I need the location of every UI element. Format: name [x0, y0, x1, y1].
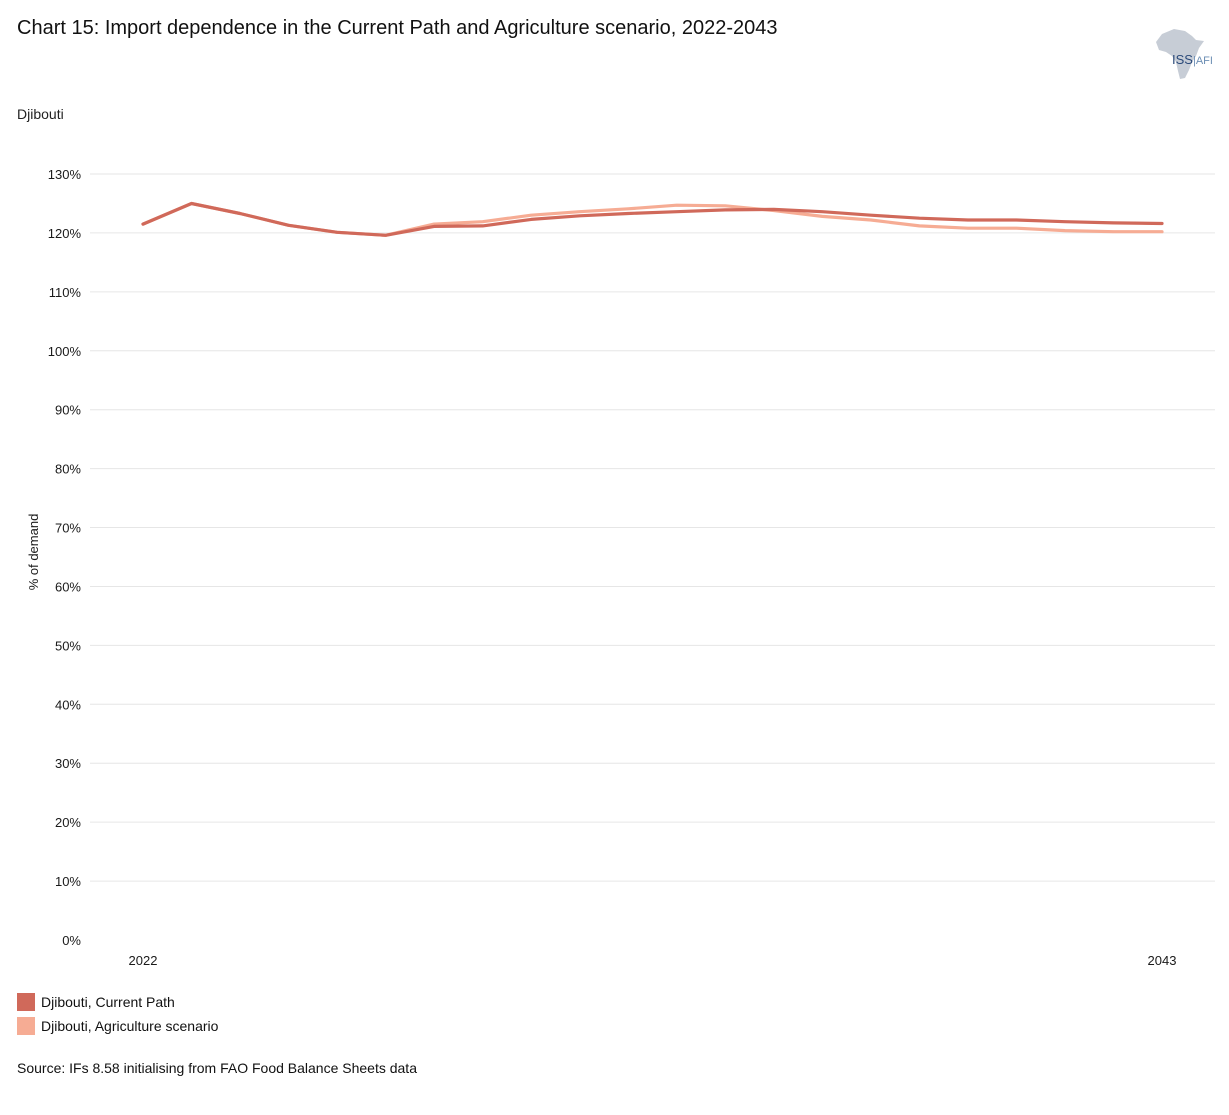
y-tick-label: 0%: [62, 933, 81, 948]
source-note: Source: IFs 8.58 initialising from FAO F…: [17, 1060, 417, 1076]
y-tick-label: 110%: [49, 285, 82, 300]
legend: Djibouti, Current Path Djibouti, Agricul…: [17, 990, 218, 1038]
y-tick-label: 60%: [55, 579, 81, 594]
legend-item-agriculture[interactable]: Djibouti, Agriculture scenario: [17, 1014, 218, 1038]
y-tick-label: 130%: [48, 167, 82, 182]
legend-label-agriculture: Djibouti, Agriculture scenario: [41, 1018, 219, 1034]
logo-text-iss: ISS: [1172, 52, 1193, 67]
series-line-current-path: [141, 201, 1164, 237]
line-chart: 0% 10% 20% 30% 40% 50% 60% 70% 80% 90% 100% 110% 120…: [26, 167, 1215, 968]
legend-item-current-path[interactable]: Djibouti, Current Path: [17, 990, 218, 1014]
x-tick-label: 2022: [129, 953, 158, 968]
chart-title: Chart 15: Import dependence in the Curre…: [17, 17, 778, 39]
africa-map-icon: [1156, 29, 1204, 79]
legend-swatch-current-path: [17, 993, 35, 1011]
y-tick-label: 50%: [55, 638, 81, 653]
y-tick-label: 100%: [48, 344, 82, 359]
y-tick-label: 120%: [48, 226, 82, 241]
iss-africa-logo: [1152, 26, 1218, 82]
y-tick-label: 90%: [55, 403, 81, 418]
y-axis-label: % of demand: [26, 514, 41, 591]
y-tick-label: 70%: [55, 521, 81, 536]
y-tick-label: 80%: [55, 462, 81, 477]
logo-text: ISS|AFI: [1172, 52, 1213, 67]
y-tick-label: 40%: [55, 697, 81, 712]
legend-swatch-agriculture: [17, 1017, 35, 1035]
y-tick-label: 10%: [55, 874, 81, 889]
logo-text-afi: AFI: [1195, 55, 1213, 67]
chart-subtitle: Djibouti: [17, 106, 64, 122]
y-tick-label: 30%: [55, 756, 81, 771]
x-tick-label: 2043: [1148, 953, 1177, 968]
y-tick-label: 20%: [55, 815, 81, 830]
legend-label-current-path: Djibouti, Current Path: [41, 994, 175, 1010]
